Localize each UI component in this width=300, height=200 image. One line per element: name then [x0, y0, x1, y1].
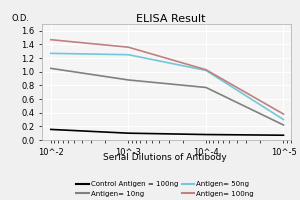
- Line: Antigen= 10ng: Antigen= 10ng: [51, 68, 284, 125]
- Antigen= 100ng: [282, 113, 285, 115]
- Line: Antigen= 100ng: Antigen= 100ng: [51, 40, 284, 114]
- Antigen= 100ng: [127, 46, 130, 48]
- Antigen= 10ng: [282, 124, 285, 126]
- Antigen= 100ng: [204, 69, 208, 71]
- Antigen= 10ng: [49, 67, 52, 70]
- Antigen= 100ng: [49, 38, 52, 41]
- Control Antigen = 100ng: [127, 132, 130, 134]
- Antigen= 10ng: [127, 79, 130, 81]
- Line: Control Antigen = 100ng: Control Antigen = 100ng: [51, 129, 284, 135]
- Antigen= 10ng: [204, 86, 208, 89]
- Control Antigen = 100ng: [49, 128, 52, 131]
- Text: O.D.: O.D.: [12, 14, 30, 23]
- Antigen= 50ng: [49, 52, 52, 55]
- Legend: Control Antigen = 100ng, Antigen= 10ng, Antigen= 50ng, Antigen= 100ng: Control Antigen = 100ng, Antigen= 10ng, …: [76, 181, 254, 197]
- Line: Antigen= 50ng: Antigen= 50ng: [51, 53, 284, 120]
- Control Antigen = 100ng: [282, 134, 285, 136]
- Antigen= 50ng: [127, 54, 130, 56]
- Antigen= 50ng: [282, 118, 285, 121]
- Antigen= 50ng: [204, 69, 208, 72]
- Control Antigen = 100ng: [204, 133, 208, 136]
- Text: Serial Dilutions of Antibody: Serial Dilutions of Antibody: [103, 152, 227, 162]
- Text: ELISA Result: ELISA Result: [136, 14, 206, 24]
